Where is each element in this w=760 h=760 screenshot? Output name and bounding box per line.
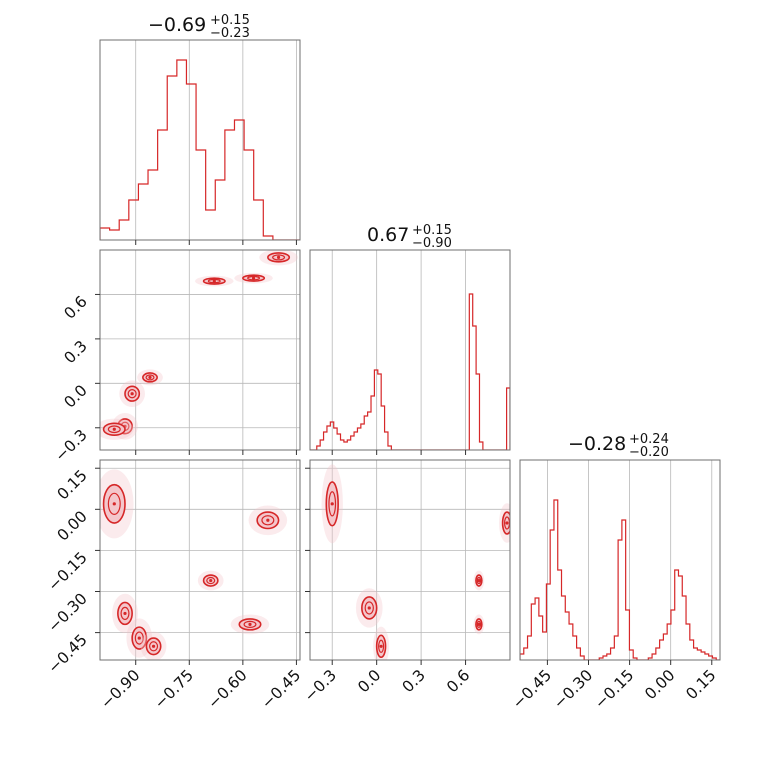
contour-inner bbox=[247, 275, 261, 281]
panels: −0.30.00.30.6−0.90 −0.75 −0.60 −0.45−0.45−0… bbox=[45, 39, 721, 712]
y-tick-label: −0.15 bbox=[45, 549, 91, 595]
title-param1-plus: +0.15 bbox=[210, 13, 250, 28]
y-tick-label: 0.3 bbox=[61, 337, 91, 367]
contour-center bbox=[151, 644, 156, 648]
contour-center bbox=[251, 276, 256, 280]
panel-r2-c0: −0.90 −0.75 −0.60 −0.45−0.45−0.30−0.150.000… bbox=[45, 459, 304, 712]
contour-center bbox=[248, 622, 252, 626]
contour-inner bbox=[127, 389, 137, 399]
y-tick-label: 0.0 bbox=[61, 381, 91, 411]
y-tick-label: 0.15 bbox=[54, 466, 91, 503]
title-param1-minus: −0.23 bbox=[210, 26, 250, 41]
panel-r2-c1: −0.3 0.0 0.3 0.6 bbox=[301, 459, 511, 705]
contour-inner bbox=[134, 631, 144, 645]
title-param2-plus: +0.15 bbox=[412, 223, 452, 238]
panel-content bbox=[100, 250, 300, 450]
contour-center bbox=[148, 375, 152, 380]
x-tick-label: −0.75 bbox=[151, 666, 197, 712]
panel-content bbox=[310, 460, 510, 660]
panel-r0-c0 bbox=[99, 39, 301, 245]
x-tick-label: 0.0 bbox=[354, 666, 384, 696]
contour-inner bbox=[243, 620, 257, 628]
contour-center bbox=[477, 622, 481, 626]
panel-content bbox=[520, 460, 720, 660]
panel-content bbox=[100, 460, 300, 660]
y-tick-label: −0.45 bbox=[45, 631, 91, 677]
contour-center bbox=[505, 521, 509, 525]
contour-center bbox=[209, 578, 213, 583]
title-param1: −0.69 bbox=[148, 14, 206, 36]
x-tick-label: 0.6 bbox=[443, 666, 473, 696]
contour-inner bbox=[107, 425, 121, 434]
x-tick-label: −0.45 bbox=[258, 666, 304, 712]
contour-center bbox=[123, 611, 127, 616]
y-tick-label: 0.00 bbox=[54, 507, 91, 544]
panel-frame bbox=[309, 459, 511, 661]
contour-inner bbox=[378, 639, 385, 653]
panel-r1-c0: −0.3 0.0 0.3 0.6 bbox=[51, 249, 301, 465]
contour-center bbox=[266, 518, 270, 522]
title-param2: 0.67 bbox=[367, 224, 409, 246]
y-tick-label: −0.30 bbox=[45, 590, 91, 636]
panel-titles: −0.69 +0.15 −0.23 0.67 +0.15 −0.90 −0.28… bbox=[148, 13, 669, 460]
title-param2-minus: −0.90 bbox=[412, 236, 452, 251]
panel-frame bbox=[99, 39, 301, 241]
x-tick-label: −0.3 bbox=[301, 666, 340, 705]
title-param3-plus: +0.24 bbox=[629, 432, 669, 447]
x-tick-label: −0.15 bbox=[591, 666, 637, 712]
contour-center bbox=[367, 606, 371, 610]
title-param3: −0.28 bbox=[568, 433, 626, 455]
y-tick-label: 0.6 bbox=[61, 293, 91, 323]
contour-inner bbox=[107, 492, 121, 515]
contour-center bbox=[330, 502, 334, 506]
panel-content bbox=[310, 250, 510, 450]
panel-r1-c1 bbox=[309, 249, 511, 455]
x-tick-label: −0.30 bbox=[550, 666, 596, 712]
contour-inner bbox=[120, 606, 130, 621]
contour-center bbox=[276, 255, 281, 260]
x-tick-label: 0.15 bbox=[682, 666, 719, 703]
contour-inner bbox=[272, 254, 286, 261]
contour-inner bbox=[261, 515, 275, 526]
panel-frame bbox=[309, 249, 511, 451]
panel-frame bbox=[99, 249, 301, 451]
contour-inner bbox=[476, 576, 482, 585]
contour-inner bbox=[206, 576, 216, 585]
panel-frame bbox=[99, 459, 301, 661]
histogram-line bbox=[100, 59, 300, 240]
contour-inner bbox=[207, 278, 221, 284]
x-tick-label: −0.45 bbox=[509, 666, 555, 712]
contour-center bbox=[130, 392, 134, 396]
x-tick-label: −0.60 bbox=[204, 666, 250, 712]
contour-inner bbox=[503, 516, 510, 530]
histogram-line bbox=[520, 499, 720, 660]
x-tick-label: 0.3 bbox=[399, 666, 429, 696]
contour-center bbox=[112, 502, 116, 506]
panel-frame bbox=[519, 459, 721, 661]
contour-inner bbox=[328, 491, 337, 517]
contour-center bbox=[212, 279, 216, 283]
y-tick-label: −0.3 bbox=[51, 426, 90, 465]
contour-center bbox=[137, 636, 141, 640]
contour-inner bbox=[149, 641, 159, 652]
contour-inner bbox=[476, 620, 482, 628]
x-tick-label: −0.90 bbox=[97, 666, 143, 712]
panel-content bbox=[100, 40, 300, 240]
histogram-line bbox=[310, 293, 510, 450]
contour-center bbox=[477, 578, 481, 583]
panel-r2-c2: −0.45−0.30−0.15 0.00 0.15 bbox=[509, 459, 721, 712]
contour-center bbox=[112, 427, 116, 431]
title-param3-minus: −0.20 bbox=[629, 445, 669, 460]
contour-inner bbox=[364, 601, 374, 615]
contour-center bbox=[379, 644, 383, 648]
x-tick-label: 0.00 bbox=[641, 666, 678, 703]
contour-inner bbox=[145, 374, 155, 381]
